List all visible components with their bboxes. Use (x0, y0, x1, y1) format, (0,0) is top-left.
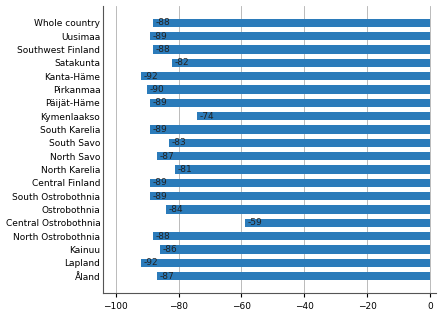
Text: -89: -89 (153, 192, 168, 201)
Text: -83: -83 (171, 138, 187, 147)
Bar (175, 165, 430, 174)
Text: -82: -82 (175, 58, 190, 67)
Text: -90: -90 (150, 85, 164, 94)
Text: -92: -92 (143, 72, 158, 81)
Text: -89: -89 (153, 32, 168, 41)
Bar (172, 59, 430, 67)
Text: -88: -88 (156, 18, 171, 27)
Bar (156, 152, 430, 160)
Bar (153, 232, 430, 240)
Text: -59: -59 (247, 218, 262, 227)
Bar (150, 179, 430, 187)
Text: -81: -81 (178, 165, 193, 174)
Bar (166, 205, 430, 214)
Bar (153, 45, 430, 54)
Text: -87: -87 (159, 272, 174, 281)
Bar (198, 112, 430, 120)
Bar (244, 219, 430, 227)
Text: -88: -88 (156, 232, 171, 241)
Bar (141, 72, 430, 80)
Bar (141, 259, 430, 267)
Text: -87: -87 (159, 152, 174, 161)
Bar (150, 125, 430, 133)
Bar (147, 85, 430, 94)
Text: -92: -92 (143, 258, 158, 267)
Bar (150, 192, 430, 200)
Text: -89: -89 (153, 178, 168, 187)
Text: -74: -74 (200, 112, 214, 121)
Text: -84: -84 (168, 205, 183, 214)
Bar (150, 99, 430, 107)
Bar (153, 19, 430, 27)
Text: -89: -89 (153, 125, 168, 134)
Bar (160, 245, 430, 254)
Text: -89: -89 (153, 98, 168, 107)
Bar (156, 272, 430, 280)
Text: -88: -88 (156, 45, 171, 54)
Text: -86: -86 (162, 245, 177, 254)
Bar (150, 32, 430, 40)
Bar (169, 139, 430, 147)
